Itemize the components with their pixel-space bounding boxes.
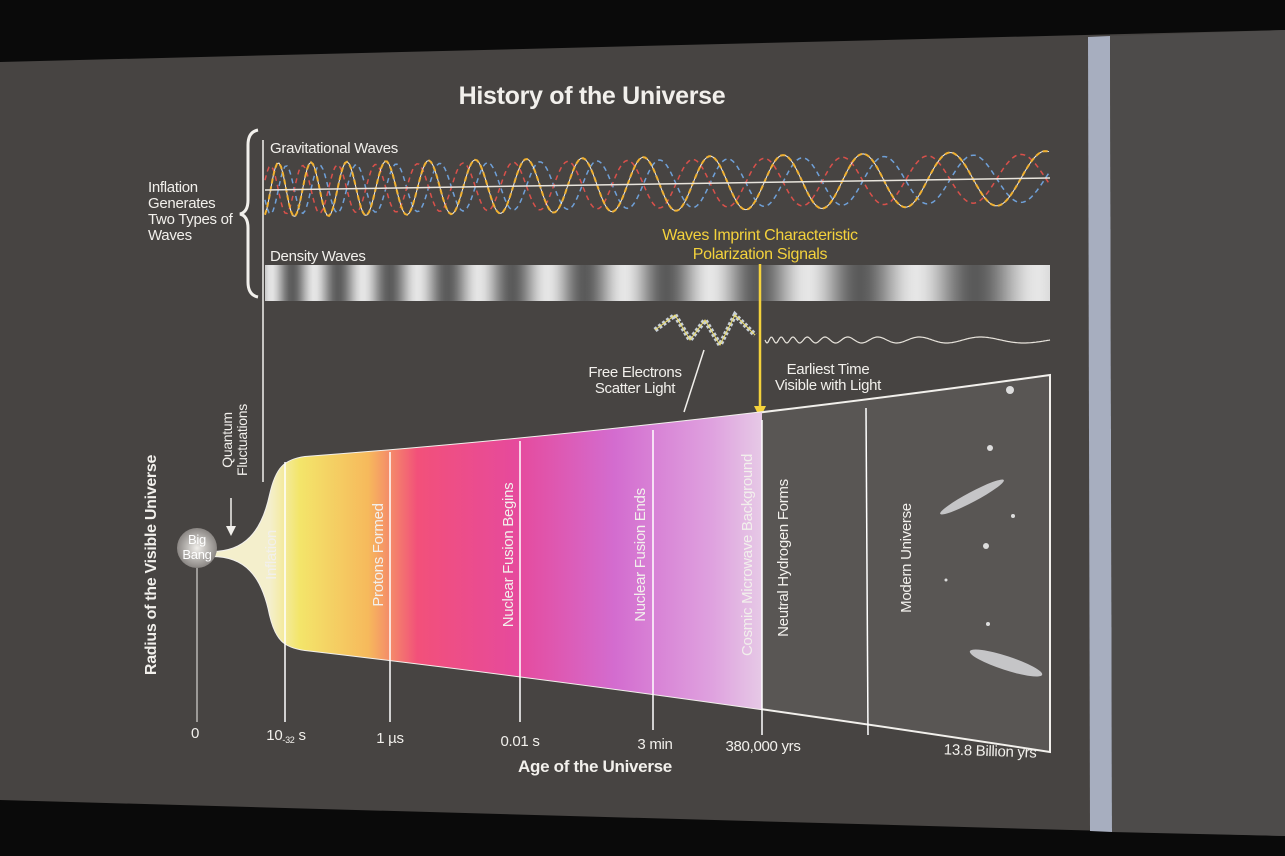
era-label: Nuclear Fusion Ends — [632, 488, 649, 622]
era-line — [865, 407, 869, 736]
star — [987, 445, 993, 451]
scatter-note-line: Free Electrons — [588, 364, 681, 381]
tick-base: 10 — [266, 727, 282, 744]
era-label: Nuclear Fusion Begins — [500, 483, 517, 628]
time-tick-label: 13.8 Billion yrs — [944, 741, 1037, 761]
wave-axis — [264, 177, 1051, 191]
imprint-note-line: Waves Imprint Characteristic — [662, 227, 858, 244]
big-bang-label: Bang — [182, 547, 211, 562]
star — [1011, 514, 1015, 518]
density-band — [265, 265, 1050, 301]
galaxies — [940, 386, 1043, 677]
quantum-note-line: Fluctuations — [234, 404, 250, 476]
brace-label-line: Two Types of — [148, 211, 234, 228]
galaxy — [969, 649, 1043, 677]
light-wave — [764, 336, 1051, 344]
time-tick-label: 10-32 s — [266, 727, 305, 745]
earliest-note-line: Visible with Light — [775, 377, 882, 394]
screen-edge-bar — [1088, 36, 1112, 832]
gravitational-waves-label: Gravitational Waves — [270, 140, 398, 157]
scatter-arrow — [683, 349, 705, 413]
era-label: Inflation — [263, 530, 280, 580]
star — [1006, 386, 1014, 394]
time-tick-label: 0 — [191, 725, 199, 742]
light-wave-path — [764, 336, 1051, 344]
wave — [264, 150, 1050, 218]
scatter-zigzag-core — [654, 314, 756, 347]
time-tick-label: 380,000 yrs — [725, 738, 800, 755]
tick-unit: s — [299, 727, 306, 744]
star — [986, 622, 990, 626]
tick-exponent: -32 — [282, 735, 294, 745]
era-label: Cosmic Microwave Background — [739, 454, 756, 656]
gravitational-waves — [264, 150, 1050, 218]
x-axis-label: Age of the Universe — [518, 757, 672, 776]
brace — [239, 128, 259, 299]
universe-cone-color — [212, 412, 762, 710]
brace-label-line: Waves — [148, 227, 192, 244]
big-bang — [177, 528, 217, 568]
galaxy — [940, 479, 1004, 515]
brace-label-line: Inflation — [148, 179, 198, 196]
era-label: Protons Formed — [370, 503, 387, 606]
quantum-note-line: Quantum — [219, 412, 235, 468]
wave — [264, 153, 1050, 215]
quantum-arrow-head — [226, 526, 236, 536]
screen-side — [1110, 30, 1285, 836]
time-tick-label: 3 min — [637, 736, 672, 753]
wave — [264, 154, 1050, 215]
time-tick-label: 1 µs — [376, 730, 403, 747]
star — [983, 543, 989, 549]
big-bang-label: Big — [188, 532, 206, 547]
brace-label-line: Generates — [148, 195, 215, 212]
imprint-note-line: Polarization Signals — [693, 246, 828, 263]
density-waves-label: Density Waves — [270, 248, 366, 265]
y-axis-label: Radius of the Visible Universe — [143, 455, 160, 676]
time-tick-label: 0.01 s — [500, 733, 539, 750]
era-label: Modern Universe — [898, 503, 915, 613]
era-lines — [284, 407, 869, 736]
scatter-note-line: Scatter Light — [595, 380, 676, 397]
star — [944, 578, 948, 582]
title: History of the Universe — [459, 82, 726, 110]
era-label: Neutral Hydrogen Forms — [775, 479, 792, 637]
earliest-note-line: Earliest Time — [787, 361, 870, 378]
